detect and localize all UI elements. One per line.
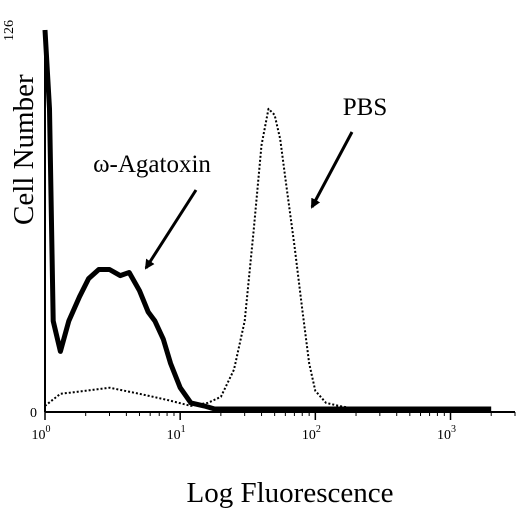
arrow-agatoxin: [144, 189, 198, 270]
x-axis-label: Log Fluorescence: [186, 477, 394, 509]
x-tick-label: 100: [32, 424, 51, 443]
annotation-layer: PBS ω-Agatoxin: [93, 94, 387, 270]
tick-labels: 100 101 102 103 126 0: [2, 20, 456, 443]
annotation-agatoxin: ω-Agatoxin: [93, 151, 211, 178]
annotation-pbs: PBS: [343, 94, 387, 121]
arrow-pbs: [310, 131, 354, 209]
x-tick-label: 101: [167, 424, 186, 443]
series-agatoxin-line: [42, 29, 492, 412]
y-tick-label-top: 126: [2, 20, 17, 41]
series-pbs-line: [44, 107, 492, 413]
y-tick-label-bottom: 0: [30, 406, 37, 421]
x-tick-label: 103: [437, 424, 456, 443]
series-layer: [42, 29, 492, 413]
x-tick-label: 102: [302, 424, 321, 443]
axes: [44, 30, 516, 420]
y-axis-label: Cell Number: [8, 74, 40, 225]
